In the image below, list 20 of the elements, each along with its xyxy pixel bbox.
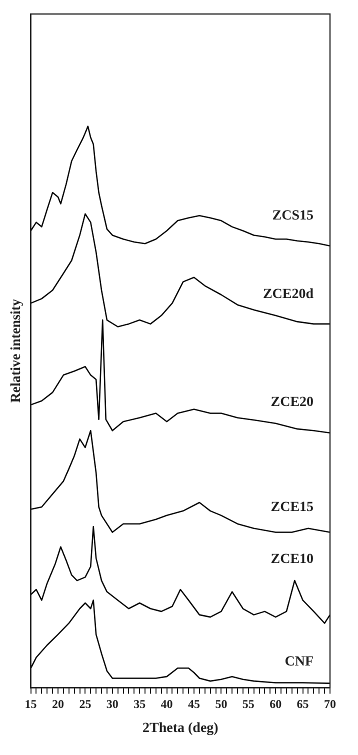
x-tick-label: 45 bbox=[188, 697, 200, 712]
x-tick-label: 20 bbox=[52, 697, 64, 712]
series-label: ZCE20 bbox=[270, 394, 314, 410]
x-tick-label: 25 bbox=[79, 697, 92, 712]
series-label: ZCS15 bbox=[272, 208, 314, 224]
x-tick-label: 40 bbox=[160, 697, 173, 712]
x-tick-label: 15 bbox=[24, 697, 37, 712]
x-tick-label: 35 bbox=[134, 697, 146, 712]
series-label: ZCE10 bbox=[270, 552, 314, 568]
y-axis-title: Relative intensity bbox=[9, 298, 24, 403]
series-label: CNF bbox=[284, 654, 314, 670]
x-tick-label: 50 bbox=[215, 697, 228, 712]
x-tick-label: 65 bbox=[296, 697, 309, 712]
x-axis-title: 2Theta (deg) bbox=[142, 721, 219, 736]
series-label: ZCE15 bbox=[270, 500, 314, 515]
x-tick-label: 60 bbox=[270, 697, 282, 712]
series-label: ZCE20d bbox=[262, 287, 314, 302]
x-tick-label: 70 bbox=[324, 697, 336, 712]
x-tick-label: 30 bbox=[106, 697, 118, 712]
x-tick-label: 55 bbox=[242, 697, 254, 712]
